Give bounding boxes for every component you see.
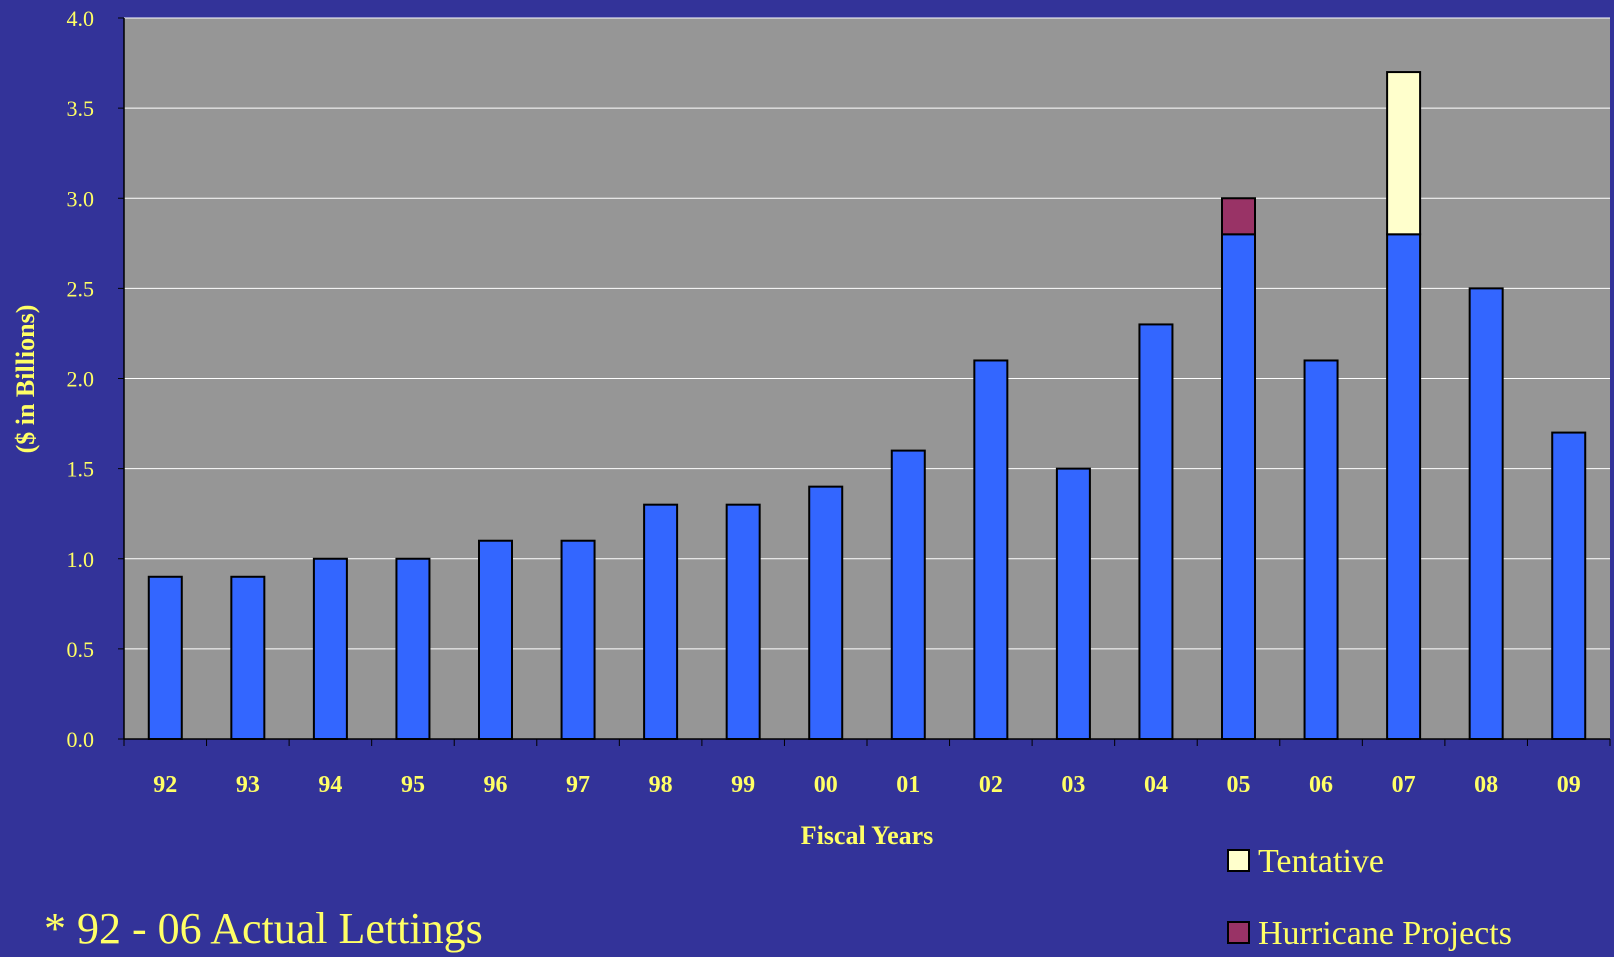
x-tick-label: 99 [731, 772, 755, 798]
x-tick-label: 94 [318, 772, 342, 798]
y-tick-label: 4.0 [67, 6, 95, 31]
bar-00-series-0 [808, 485, 844, 740]
bar-04-series-0 [1138, 323, 1174, 740]
bar-01-series-0 [890, 449, 926, 740]
legend-swatch [1227, 849, 1250, 872]
y-tick-label: 1.0 [67, 547, 95, 572]
bar-95-series-0 [395, 557, 431, 740]
x-tick-label: 03 [1061, 772, 1085, 798]
y-tick-label: 2.5 [67, 276, 95, 301]
bar-02-series-0 [973, 359, 1009, 740]
bar-06-series-0 [1303, 359, 1339, 740]
bars [147, 71, 1587, 741]
bar-96-series-0 [478, 539, 513, 740]
x-tick-label: 02 [979, 772, 1003, 798]
bar-94-series-0 [312, 557, 348, 740]
y-tick-label: 3.5 [67, 96, 95, 121]
y-tick-label: 1.5 [67, 457, 95, 482]
x-tick-label: 95 [401, 772, 425, 798]
bar-99-series-0 [725, 503, 761, 740]
y-axis-title: ($ in Billions) [11, 305, 40, 454]
y-tick-labels: 0.0 0.5 1.0 1.5 2.0 2.5 3.0 3.5 4.0 [67, 6, 95, 752]
x-tick-label: 98 [649, 772, 673, 798]
bar-97-series-0 [560, 539, 596, 740]
gridlines [124, 17, 1610, 650]
bar-09-series-0 [1551, 431, 1587, 740]
x-tick-label: 08 [1474, 772, 1498, 798]
y-tick-label: 2.0 [67, 367, 95, 392]
y-tick-label: 3.0 [67, 186, 95, 211]
bar-07-series-0 [1386, 233, 1422, 741]
legend-swatch [1227, 921, 1250, 944]
bar-92-series-0 [147, 575, 183, 741]
x-tick-label: 01 [896, 772, 920, 798]
axes [118, 17, 1611, 746]
x-tick-label: 07 [1392, 772, 1416, 798]
bar-03-series-0 [1055, 467, 1091, 740]
y-tick-label: 0.0 [67, 727, 95, 752]
x-tick-labels: 92 93 94 95 96 97 98 99 00 01 02 03 04 05 06 07 08 09 [153, 772, 1580, 798]
bar-98-series-0 [643, 503, 679, 740]
x-tick-label: 04 [1144, 772, 1168, 798]
legend-label: Hurricane Projects [1258, 915, 1512, 952]
footnote: * 92 - 06 Actual Lettings [44, 904, 483, 953]
x-tick-label: 06 [1309, 772, 1333, 798]
bar-07-series-2 [1386, 71, 1422, 236]
x-tick-label: 93 [236, 772, 260, 798]
y-tick-label: 0.5 [67, 637, 95, 662]
x-axis-title: Fiscal Years [801, 821, 934, 850]
x-tick-label: 09 [1557, 772, 1581, 798]
x-tick-label: 97 [566, 772, 590, 798]
x-tick-label: 00 [814, 772, 838, 798]
x-tick-label: 96 [484, 772, 508, 798]
legend: Tentative Hurricane Projects [1227, 843, 1512, 952]
legend-label: Tentative [1258, 843, 1384, 880]
bar-05-series-0 [1221, 233, 1256, 741]
bar-05-series-1 [1221, 197, 1256, 236]
bar-93-series-0 [230, 575, 266, 741]
x-tick-label: 05 [1227, 772, 1251, 798]
bar-08-series-0 [1468, 287, 1504, 740]
x-tick-label: 92 [153, 772, 177, 798]
